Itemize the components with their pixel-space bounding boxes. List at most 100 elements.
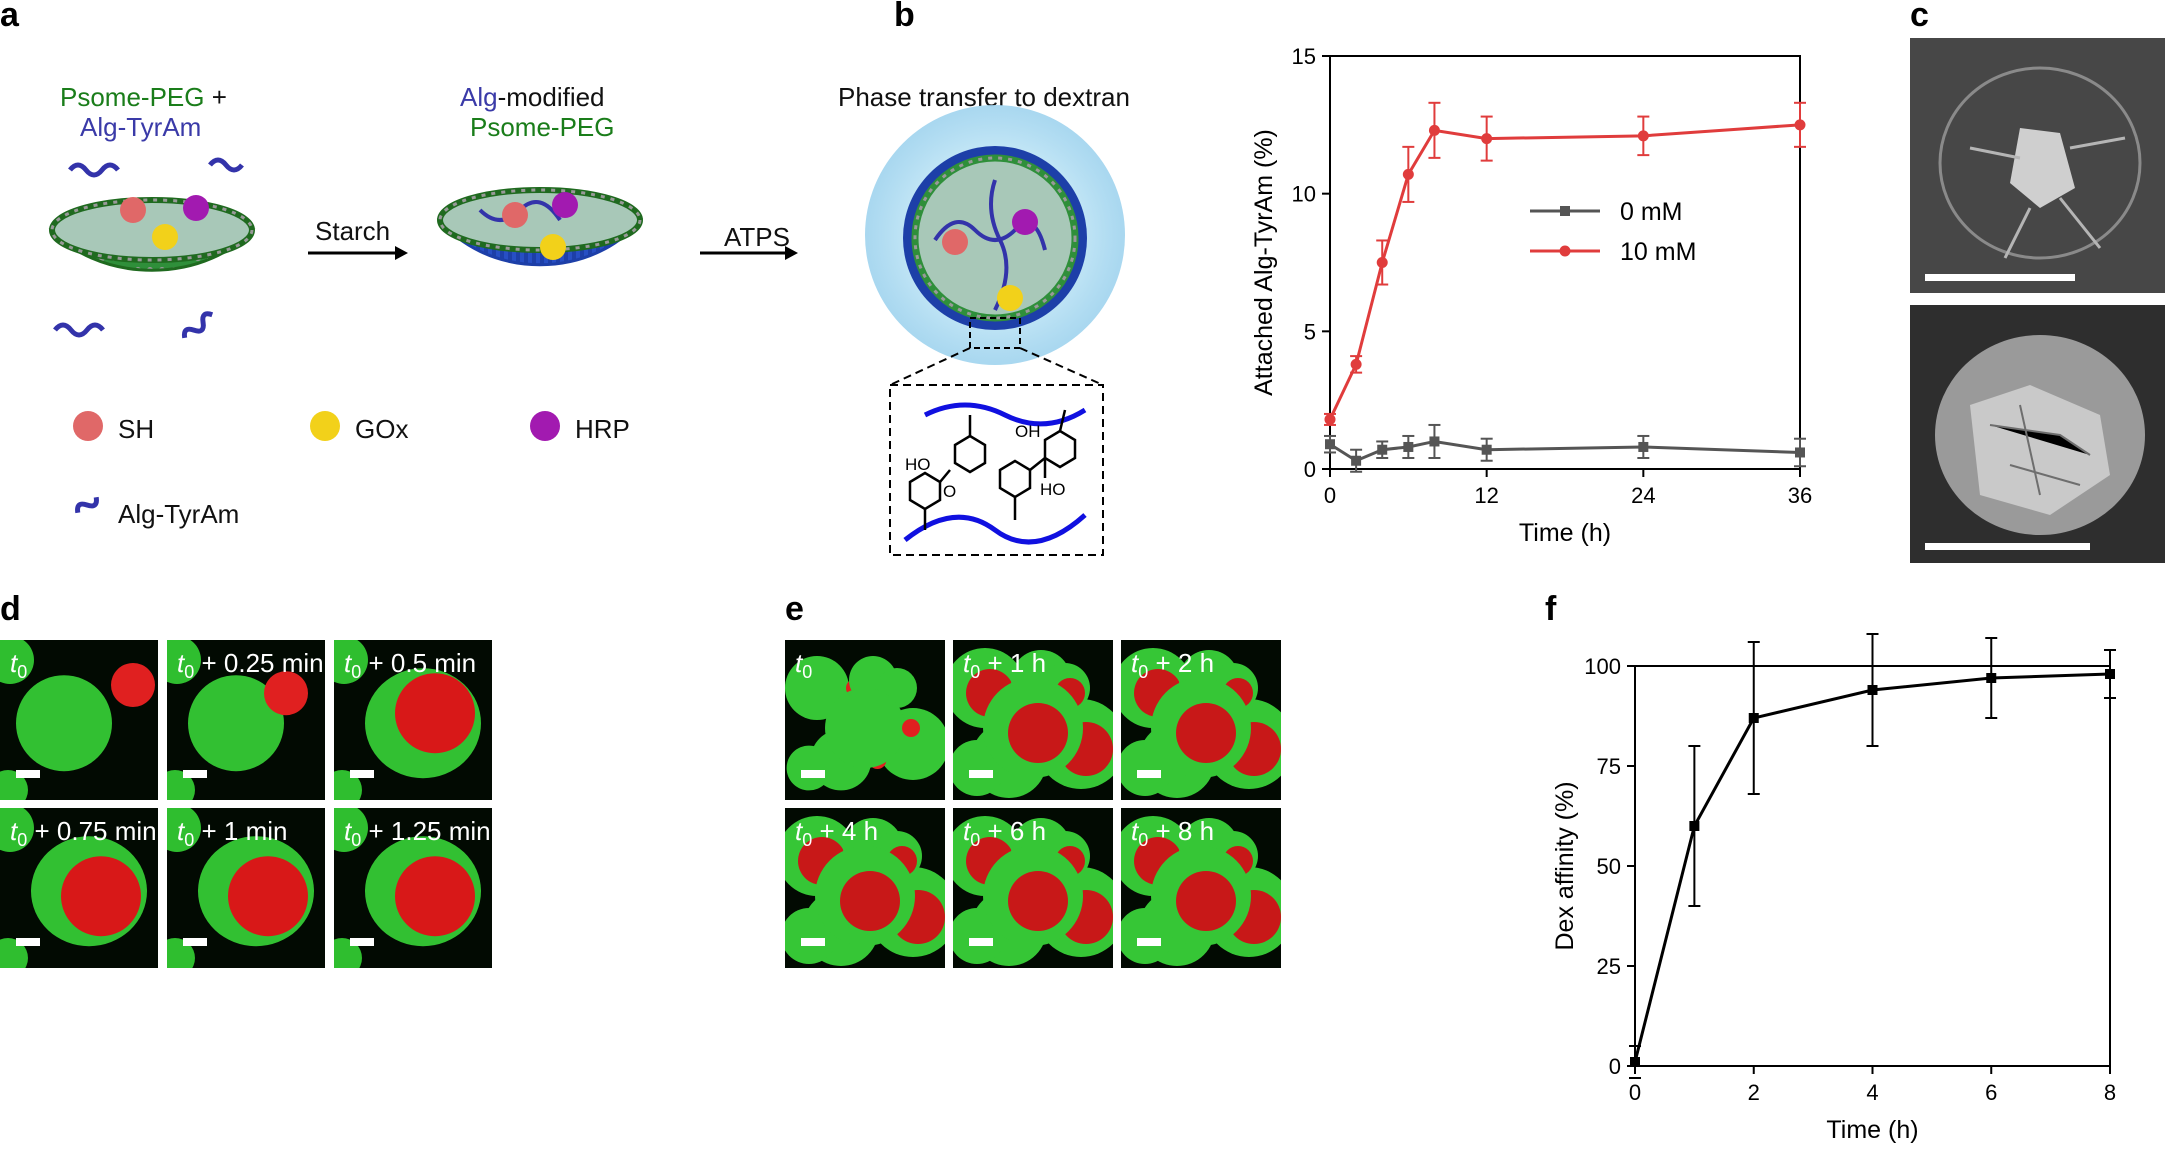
panel-d-scale-bar-6	[350, 938, 374, 946]
panel-d-micrograph-2	[167, 640, 325, 800]
chart-b: 0 12 24 36 0 5 10 15 Time (h) Attached Alg-TyrAm …	[1250, 44, 1812, 547]
panel-e-scale-bar-1	[801, 770, 825, 778]
psome-peg-label: Psome-PEG +	[60, 82, 227, 112]
panel-e-scale-bar-5	[969, 938, 993, 946]
panel-d-tile-1: t0	[0, 640, 158, 800]
chart-f-y-tick-label: 25	[1597, 954, 1621, 979]
chart-f: 0 2 4 6 8 0 25 50 75 100 Time (h) Dex affinity (%)	[1551, 633, 2116, 1144]
psome-peg-2-label: Psome-PEG	[470, 112, 615, 142]
hrp-legend-label: HRP	[575, 414, 630, 444]
ho-label-2: HO	[1040, 480, 1066, 499]
chart-f-y-tick-label: 0	[1609, 1054, 1621, 1079]
chart-f-y-tick-label: 75	[1597, 754, 1621, 779]
panel-d-tile-label-2: t0 + 0.25 min	[177, 648, 324, 683]
chart-b-x-tick-label: 36	[1788, 483, 1812, 508]
chart-b-data-point	[1794, 119, 1806, 131]
panel-e-tile-4: t0 + 4 h	[785, 808, 945, 968]
panel-d-tile-label-4: t0 + 0.75 min	[10, 816, 157, 851]
panel-e-micrograph-5	[953, 808, 1113, 968]
panel-d-micrograph-5	[167, 808, 325, 968]
panel-d-scale-bar-1	[16, 770, 40, 778]
panel-d-tile-5: t0 + 1 min	[167, 808, 325, 968]
panel-e-tile-6: t0 + 8 h	[1121, 808, 1281, 968]
chart-b-legend-marker	[1560, 206, 1570, 216]
chart-f-x-axis-label: Time (h)	[1826, 1116, 1918, 1144]
alg-tyram-legend-icon	[75, 496, 99, 514]
chart-b-x-axis-label: Time (h)	[1519, 519, 1611, 547]
panel-e-tile-label-6: t0 + 8 h	[1131, 816, 1215, 851]
chart-b-legend-label-1: 0 mM	[1620, 198, 1683, 226]
panel-e-micrograph-4	[785, 808, 945, 968]
hemisphere-1	[48, 157, 256, 339]
chart-b-data-point	[1795, 447, 1805, 458]
chart-b-data-point	[1638, 441, 1649, 452]
panel-letter-f: f	[1545, 590, 1557, 628]
chart-b-data-point	[1481, 444, 1492, 455]
panel-d-scale-bar-2	[183, 770, 207, 778]
chart-b-y-tick-label: 10	[1292, 182, 1316, 207]
panel-d-tile-3: t0 + 0.5 min	[334, 640, 492, 800]
sem-image-top	[1910, 38, 2165, 293]
panel-e-tile-5: t0 + 6 h	[953, 808, 1113, 968]
panel-e-tile-label-1: t0	[795, 648, 813, 683]
chart-f-y-tick-label: 100	[1584, 654, 1621, 679]
chart-b-data-point	[1325, 439, 1335, 450]
chart-b-data-point	[1377, 444, 1388, 455]
chart-b-y-tick-label: 0	[1304, 457, 1316, 482]
hemisphere-2	[436, 187, 644, 267]
sem-image-bottom	[1910, 305, 2165, 563]
hrp-legend-icon	[530, 411, 560, 441]
chart-b-series-line-2	[1328, 123, 1801, 421]
chart-b-x-tick-label: 24	[1631, 483, 1655, 508]
oh-label: OH	[1015, 422, 1041, 441]
panel-d-scale-bar-4	[16, 938, 40, 946]
chart-f-data-point	[1986, 673, 1997, 683]
panel-e-micrograph-3	[1121, 640, 1281, 800]
panel-d-micrograph-4	[0, 808, 158, 968]
panel-e-tile-label-5: t0 + 6 h	[963, 816, 1047, 851]
panel-d-micrograph-1	[0, 640, 158, 800]
chart-b-legend-label-2: 10 mM	[1620, 238, 1696, 266]
chart-f-data-point	[1748, 713, 1759, 723]
panel-a-drawing: HO O OH HO	[48, 105, 1125, 556]
chart-b-series-line-1	[1329, 439, 1801, 463]
chart-b-x-tick-label: 0	[1324, 483, 1336, 508]
gox-legend-label: GOx	[355, 414, 409, 444]
chart-b-data-point	[1351, 455, 1362, 466]
panel-d-tile-2: t0 + 0.25 min	[167, 640, 325, 800]
chart-f-data-point	[1630, 1057, 1640, 1067]
sh-legend-icon	[73, 411, 103, 441]
panel-e-tile-label-3: t0 + 2 h	[1131, 648, 1215, 683]
chart-f-x-tick-label: 8	[2104, 1080, 2116, 1105]
chart-b-data-point	[1403, 441, 1414, 452]
panel-letter-c: c	[1910, 0, 1929, 34]
chart-b-x-tick-label: 12	[1474, 483, 1498, 508]
sh-legend-label: SH	[118, 414, 155, 444]
chart-b-plot-frame	[1329, 55, 1801, 470]
chart-b-y-axis-label: Attached Alg-TyrAm (%)	[1250, 129, 1278, 396]
chart-b-legend-marker	[1559, 245, 1571, 257]
chart-b-data-point	[1324, 413, 1336, 425]
panel-letter-a: a	[0, 0, 19, 34]
chart-f-data-point	[1689, 821, 1700, 831]
starch-label: Starch	[315, 216, 391, 246]
chart-b-data-point	[1481, 133, 1493, 145]
sem-scale-bar-top	[1925, 274, 2075, 281]
panel-letter-d: d	[0, 590, 21, 628]
ho-label-1: HO	[905, 455, 931, 474]
panel-e-scale-bar-2	[969, 770, 993, 778]
gox-legend-icon	[310, 411, 340, 441]
panel-d-micrograph-3	[334, 640, 492, 800]
alg-modified-label: Alg-modified	[460, 82, 605, 112]
atps-label: ATPS	[724, 222, 790, 252]
chart-b-data-point	[1429, 436, 1440, 447]
chart-f-data-point	[1867, 685, 1878, 695]
chart-b-data-point	[1428, 124, 1440, 136]
chart-b-data-point	[1350, 358, 1362, 370]
chart-b-y-tick-label: 15	[1292, 44, 1316, 69]
dextran-sphere	[865, 105, 1125, 365]
panel-e-scale-bar-6	[1137, 938, 1161, 946]
panel-d-tile-label-3: t0 + 0.5 min	[344, 648, 477, 683]
chart-f-series-line-1	[1633, 672, 2111, 1063]
panel-d-tile-6: t0 + 1.25 min	[334, 808, 492, 968]
